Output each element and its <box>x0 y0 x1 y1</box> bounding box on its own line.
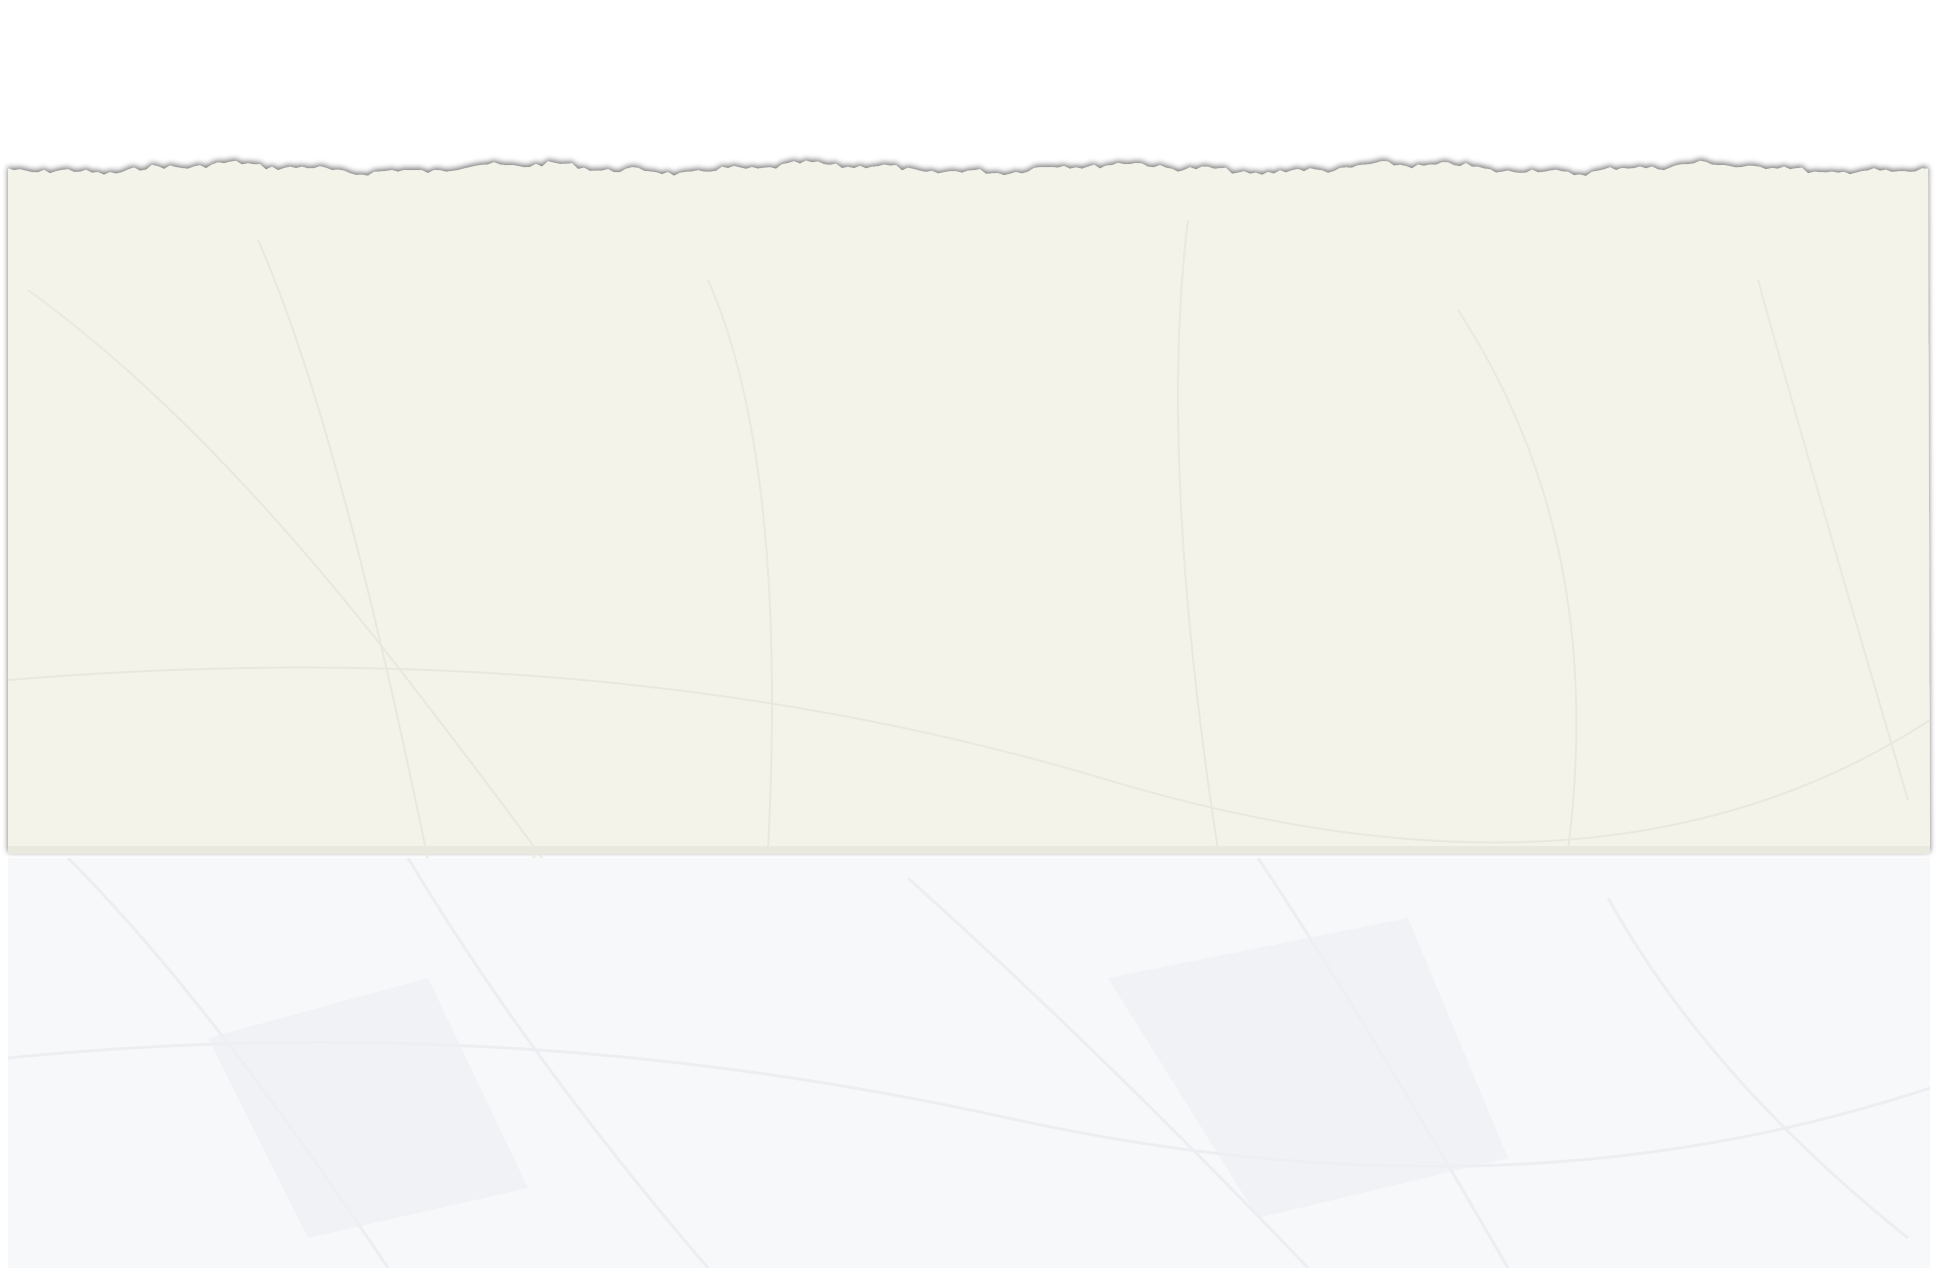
crumpled-paper-graphic <box>8 858 1930 1268</box>
crumpled-paper-sheet <box>8 858 1930 1268</box>
torn-paper-body <box>8 160 1930 855</box>
torn-paper-graphic <box>7 160 1931 875</box>
paper-bottom-edge <box>8 846 1930 854</box>
torn-paper-strip <box>7 160 1931 875</box>
paper-shading <box>208 918 1508 1238</box>
